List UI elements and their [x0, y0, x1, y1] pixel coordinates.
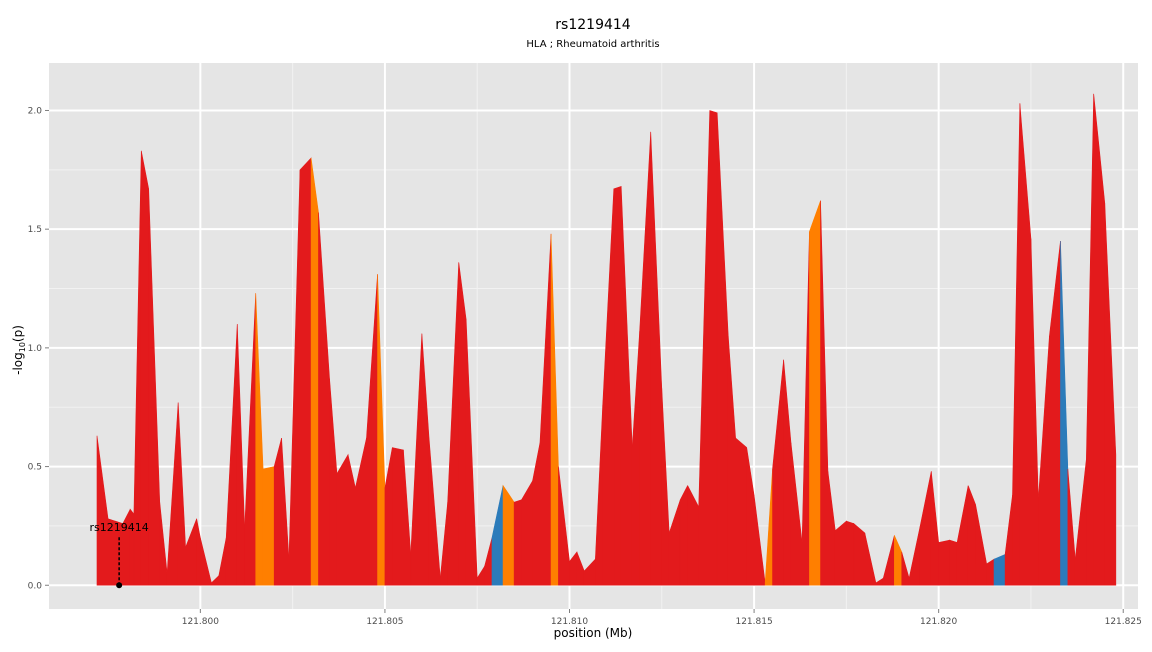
- area-segment: [513, 499, 522, 586]
- y-tick-label: 0.5: [28, 463, 42, 473]
- area-segment: [986, 558, 995, 586]
- x-tick-label: 121.825: [1105, 617, 1142, 627]
- area-segment: [458, 262, 467, 586]
- snp-annotation: rs1219414: [90, 521, 149, 589]
- area-segment: [809, 200, 821, 586]
- area-segment: [735, 437, 747, 586]
- area-segment: [392, 447, 404, 586]
- area-segment: [679, 485, 688, 586]
- chart-subtitle: HLA ; Rheumatoid arthritis: [526, 39, 659, 50]
- y-tick-label: 1.0: [28, 344, 43, 354]
- area-segment: [993, 553, 1006, 586]
- y-tick-label: 1.5: [28, 225, 42, 235]
- annotation-label: rs1219414: [90, 521, 149, 534]
- annotation-point: [116, 582, 123, 589]
- x-tick-label: 121.820: [920, 617, 957, 627]
- y-axis-label: -log10(p): [11, 325, 27, 375]
- y-axis-label-subscript: 10: [18, 342, 27, 352]
- x-axis-ticks: 121.800 121.805 121.810 121.815 121.820 121.8…: [182, 609, 1142, 627]
- area-segment: [834, 520, 847, 586]
- x-tick-label: 121.810: [551, 617, 588, 627]
- y-axis-label-main: -log: [11, 352, 25, 375]
- y-axis-label-tail: (p): [11, 325, 25, 342]
- area-segment: [299, 157, 312, 586]
- area-segment: [853, 522, 866, 586]
- area-segment: [1104, 203, 1117, 586]
- x-tick-label: 121.800: [182, 617, 219, 627]
- area-segment: [310, 157, 319, 586]
- area-segment: [938, 539, 951, 586]
- area-segment: [949, 539, 958, 586]
- minor-gridlines: [49, 63, 1138, 609]
- area-series: [96, 93, 1117, 586]
- y-tick-label: 0.0: [28, 581, 43, 591]
- y-tick-label: 2.0: [28, 106, 43, 116]
- area-segment: [336, 453, 349, 586]
- chart-title: rs1219414: [555, 17, 630, 33]
- y-axis-ticks: 0.0 0.5 1.0 1.5 2.0: [28, 106, 49, 591]
- area-segment: [613, 186, 622, 586]
- area-segment: [262, 466, 275, 586]
- x-tick-label: 121.815: [735, 617, 772, 627]
- area-segment: [709, 110, 718, 586]
- area-segment: [521, 479, 533, 586]
- x-tick-label: 121.805: [366, 617, 403, 627]
- area-segment: [846, 520, 855, 586]
- x-axis-label: position (Mb): [554, 626, 633, 640]
- area-segment: [502, 484, 515, 586]
